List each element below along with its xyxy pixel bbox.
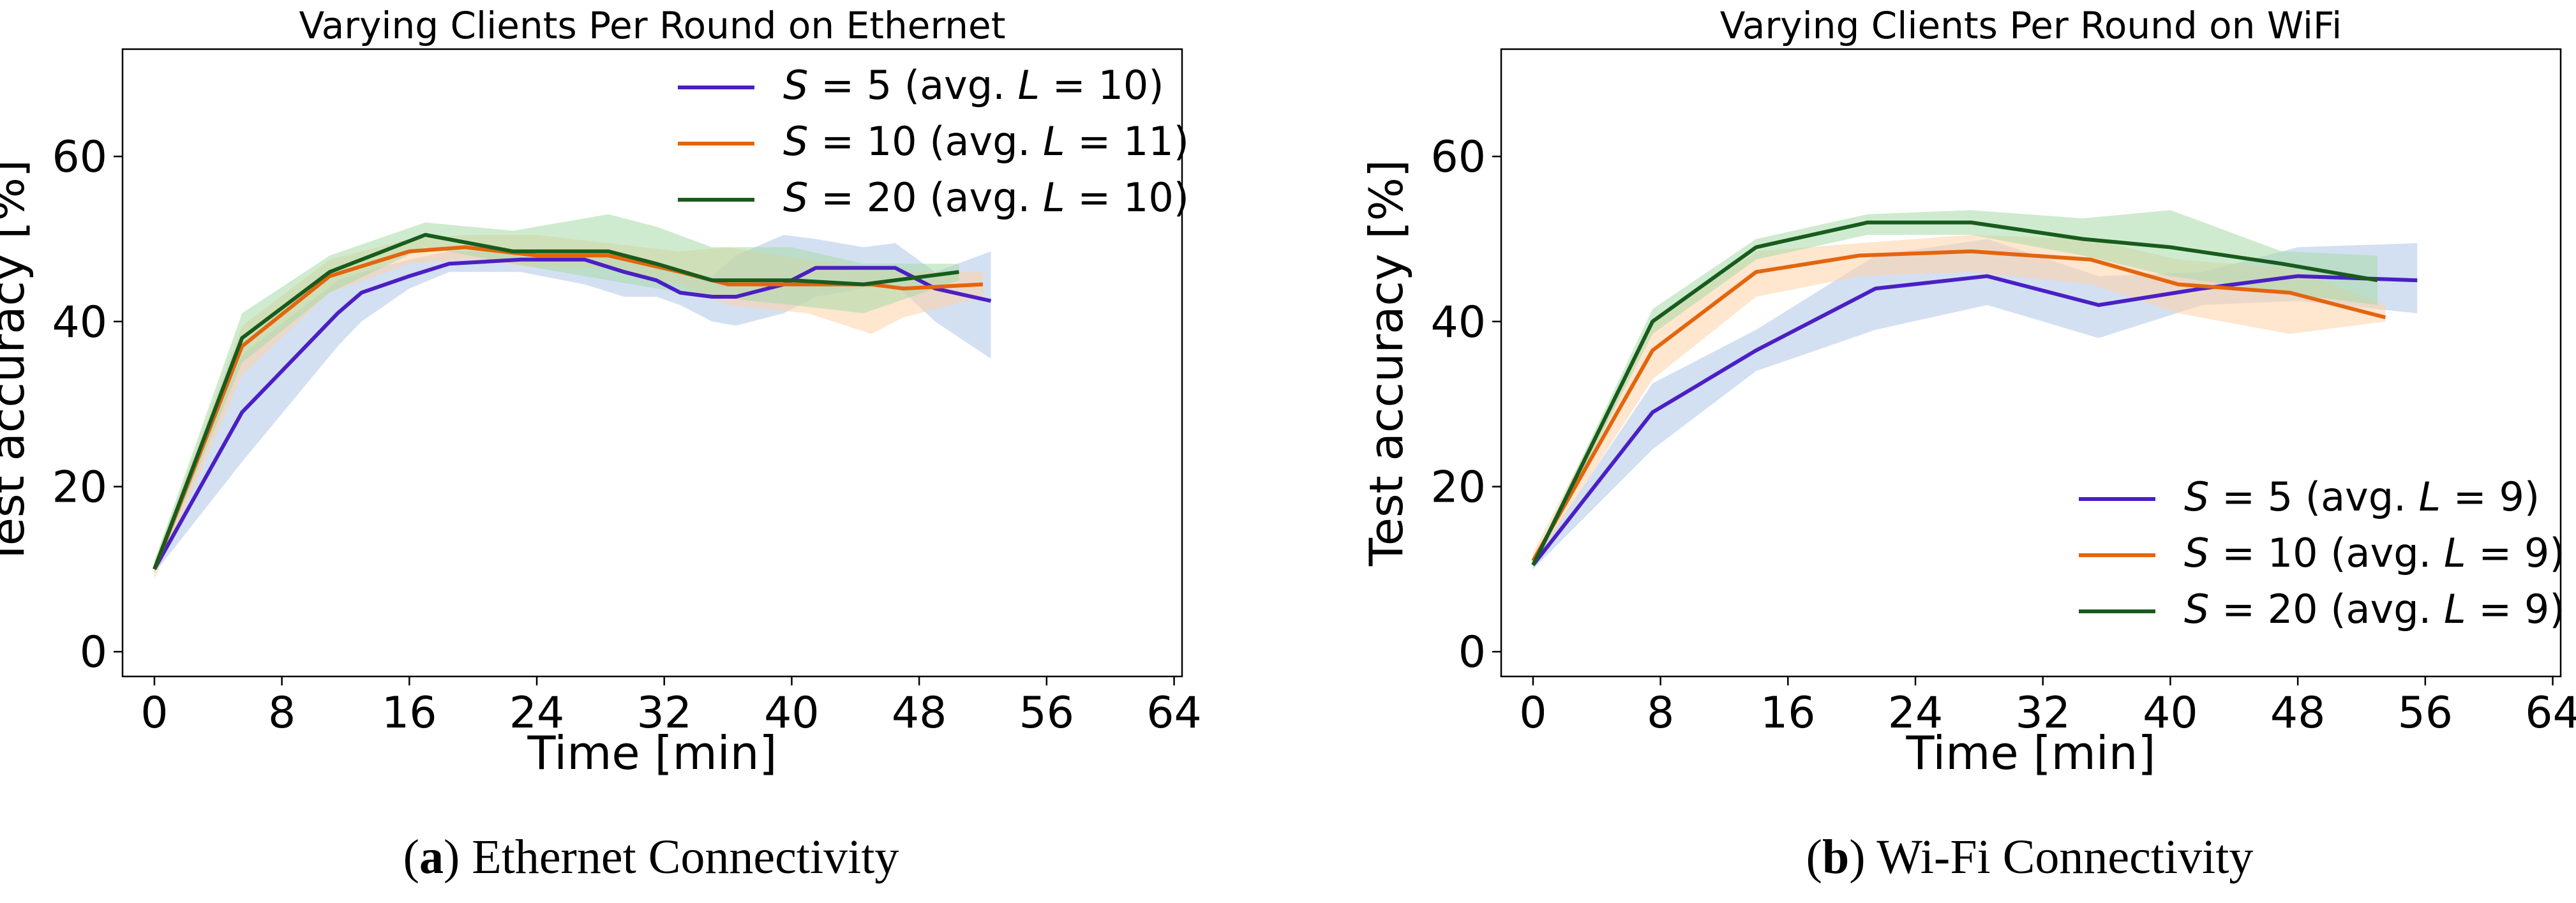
legend: S = 5 (avg. L = 9) S = 10 (avg. L = 9) S =… (2079, 474, 2565, 632)
y-tick-label: 60 (1430, 132, 1486, 183)
x-tick-label: 64 (1146, 688, 1202, 738)
series-line-2 (1531, 220, 2378, 566)
y-axis-label: Test accuracy [%] (0, 160, 34, 567)
y-tick-label: 0 (1458, 627, 1486, 678)
x-tick-label: 64 (2525, 688, 2576, 738)
panel-ethernet: Varying Clients Per Round on Ethernet 0 8 1… (0, 4, 1202, 780)
x-tick-label: 8 (1647, 688, 1674, 738)
x-axis-label: Time [min] (1905, 726, 2155, 780)
x-tick-label: 0 (140, 688, 168, 738)
caption-text: Ethernet Connectivity (460, 830, 899, 884)
y-tick-label: 0 (80, 627, 107, 678)
caption-text: Wi-Fi Connectivity (1865, 830, 2254, 884)
x-tick-label: 32 (636, 688, 692, 738)
confidence-band-0 (154, 235, 991, 574)
legend: S = 5 (avg. L = 10) S = 10 (avg. L = 11) S… (678, 62, 1189, 221)
legend-entry-label: S = 10 (avg. L = 11) (783, 118, 1189, 165)
caption-label: a (419, 830, 444, 884)
series-line-2 (153, 233, 959, 570)
legend-entry-label: S = 20 (avg. L = 9) (2184, 586, 2565, 632)
plot-frame (1500, 48, 2562, 678)
caption-ethernet: (a) Ethernet Connectivity (403, 830, 899, 884)
chart-title: Varying Clients Per Round on WiFi (1720, 4, 2342, 47)
plot-frame (121, 48, 1183, 678)
x-tick-label: 16 (1760, 688, 1816, 738)
x-tick-label: 40 (2143, 688, 2198, 738)
y-tick-label: 20 (52, 463, 107, 513)
y-axis-label: Test accuracy [%] (1359, 160, 1413, 567)
y-tick-label: 20 (1430, 463, 1486, 513)
y-tick-label: 40 (52, 297, 107, 348)
caption-label: b (1822, 830, 1850, 884)
x-axis-label: Time [min] (527, 726, 777, 780)
panel-wifi: Varying Clients Per Round on WiFi 0 8 16 24 3… (1359, 4, 2576, 780)
chart-title: Varying Clients Per Round on Ethernet (299, 4, 1006, 47)
y-tick-label: 60 (52, 132, 107, 183)
x-tick-label: 48 (892, 688, 947, 738)
series-line-0 (153, 257, 992, 571)
x-tick-label: 32 (2015, 688, 2071, 738)
series-line-1 (1531, 249, 2386, 562)
legend-entry-label: S = 10 (avg. L = 9) (2184, 530, 2565, 576)
legend-entry-label: S = 20 (avg. L = 10) (783, 174, 1189, 221)
x-tick-label: 16 (382, 688, 437, 738)
x-tick-label: 8 (268, 688, 296, 738)
x-tick-label: 24 (1888, 688, 1943, 738)
x-tick-label: 24 (509, 688, 565, 738)
x-tick-label: 40 (764, 688, 820, 738)
legend-entry-label: S = 5 (avg. L = 10) (783, 62, 1164, 108)
x-tick-label: 56 (1019, 688, 1075, 738)
x-tick-label: 0 (1519, 688, 1546, 738)
x-tick-label: 56 (2398, 688, 2453, 738)
series-line-0 (1531, 274, 2418, 567)
caption-wifi: (b) Wi-Fi Connectivity (1806, 830, 2254, 884)
legend-entry-label: S = 5 (avg. L = 9) (2184, 474, 2540, 520)
x-tick-label: 48 (2270, 688, 2326, 738)
y-tick-label: 40 (1430, 297, 1486, 348)
